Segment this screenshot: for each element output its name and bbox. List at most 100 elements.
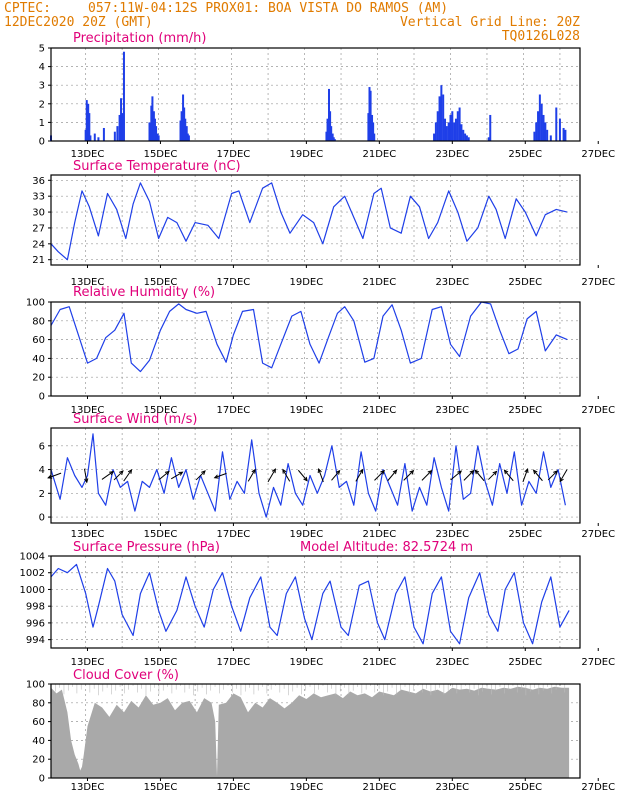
y-tick-label: 40 <box>32 354 45 365</box>
y-tick-label: 80 <box>32 316 45 327</box>
x-tick-label: 27DEC <box>581 405 615 416</box>
humidity-series-line <box>50 301 568 373</box>
precip-bar <box>331 133 334 141</box>
cloud-panel: 0 20 40 60 80 100 Cloud Cover (%) 13DEC 15DEC 17D… <box>26 668 615 793</box>
wind-arrow <box>170 471 184 480</box>
precip-bar <box>434 122 437 141</box>
x-tick-label: 23DEC <box>435 149 469 160</box>
precip-bar <box>330 126 333 141</box>
precip-bar <box>445 126 448 141</box>
precip-bar <box>464 133 467 141</box>
x-tick-label: 25DEC <box>508 405 542 416</box>
temperature-title: Surface Temperature (nC) <box>73 159 241 174</box>
wind-arrow <box>267 468 276 483</box>
wind-arrow <box>463 469 475 481</box>
precip-bar <box>373 133 376 141</box>
precip-bar <box>558 118 561 141</box>
wind-arrow <box>195 470 206 481</box>
x-tick-label: 17DEC <box>217 657 251 668</box>
precip-bar <box>444 118 447 141</box>
x-tick-label: 13DEC <box>71 149 105 160</box>
wind-arrow <box>532 469 543 482</box>
pressure-title: Surface Pressure (hPa) <box>73 540 220 555</box>
wind-arrow <box>113 470 124 481</box>
x-tick-label: 15DEC <box>144 149 178 160</box>
wind-arrow <box>559 469 568 483</box>
y-tick-label: 1002 <box>20 568 45 579</box>
precip-bar <box>153 118 156 141</box>
y-tick-label: 1004 <box>20 552 45 563</box>
x-tick-label: 25DEC <box>508 529 542 540</box>
y-tick-label: 21 <box>32 255 45 266</box>
y-tick-label: 998 <box>26 602 45 613</box>
x-tick-label: 15DEC <box>144 405 178 416</box>
x-tick-label: 25DEC <box>508 782 542 793</box>
precip-bar <box>451 111 454 141</box>
y-tick-label: 2 <box>39 99 45 110</box>
y-tick-label: 36 <box>32 176 45 187</box>
temperature-panel: 21 24 27 30 33 36 Surface Temperature (nC) 13DE… <box>32 159 615 288</box>
precip-bar <box>549 135 552 141</box>
wind-arrow <box>474 469 485 482</box>
x-tick-label: 13DEC <box>71 657 105 668</box>
pressure-panel: 994 996 998 1000 1002 1004 Surface Pressure (h… <box>20 540 616 668</box>
x-tick-label: 21DEC <box>362 782 396 793</box>
precip-bar <box>329 111 332 141</box>
precip-bar <box>447 122 450 141</box>
x-tick-label: 21DEC <box>362 277 396 288</box>
precip-bar <box>149 131 152 141</box>
x-tick-label: 21DEC <box>362 405 396 416</box>
precip-bar <box>85 100 88 141</box>
x-tick-label: 19DEC <box>290 657 324 668</box>
precip-bar <box>542 114 545 141</box>
y-tick-label: 4 <box>39 465 45 476</box>
x-tick-label: 13DEC <box>71 782 105 793</box>
cloud-cover-area <box>51 686 570 778</box>
x-tick-label: 25DEC <box>508 657 542 668</box>
x-tick-label: 17DEC <box>217 405 251 416</box>
precip-bar <box>537 111 540 141</box>
wind-arrow <box>403 469 415 481</box>
x-tick-label: 19DEC <box>290 529 324 540</box>
y-tick-label: 4 <box>39 62 45 73</box>
y-tick-label: 100 <box>26 298 45 309</box>
y-tick-label: 80 <box>32 698 45 709</box>
wind-arrow <box>213 472 227 479</box>
precip-bar <box>84 129 87 141</box>
precip-bar <box>460 124 463 141</box>
wind-arrow <box>450 470 463 481</box>
wind-series-line <box>50 433 566 518</box>
precip-bar <box>185 126 188 141</box>
precip-bar <box>102 127 105 141</box>
x-tick-label: 25DEC <box>508 277 542 288</box>
x-tick-label: 27DEC <box>581 782 615 793</box>
x-tick-label: 17DEC <box>217 149 251 160</box>
precip-bar <box>467 137 470 141</box>
wind-arrow <box>297 469 308 482</box>
precip-bar <box>540 103 543 141</box>
wind-arrow <box>387 469 398 482</box>
y-tick-label: 0 <box>39 392 45 403</box>
x-tick-label: 17DEC <box>217 782 251 793</box>
wind-arrow <box>355 468 364 482</box>
precip-bar <box>436 111 439 141</box>
precip-bar <box>487 137 490 141</box>
x-tick-label: 23DEC <box>435 782 469 793</box>
wind-arrow <box>488 470 498 480</box>
wind-arrow <box>317 468 324 483</box>
precip-bar <box>116 126 119 141</box>
precip-bar <box>326 118 329 141</box>
y-tick-label: 6 <box>39 441 45 452</box>
wind-arrow <box>522 468 529 483</box>
precip-bar <box>121 113 124 141</box>
precip-bar <box>179 120 182 141</box>
precip-bar <box>97 137 100 141</box>
precip-bar <box>369 90 372 141</box>
header-run-time: 12DEC2020 20Z (GMT) <box>4 15 153 30</box>
y-tick-label: 1000 <box>20 585 45 596</box>
y-tick-label: 60 <box>32 717 45 728</box>
x-tick-label: 13DEC <box>71 529 105 540</box>
precip-bar <box>438 96 441 141</box>
y-tick-label: 3 <box>39 81 45 92</box>
wind-arrow <box>158 470 170 480</box>
